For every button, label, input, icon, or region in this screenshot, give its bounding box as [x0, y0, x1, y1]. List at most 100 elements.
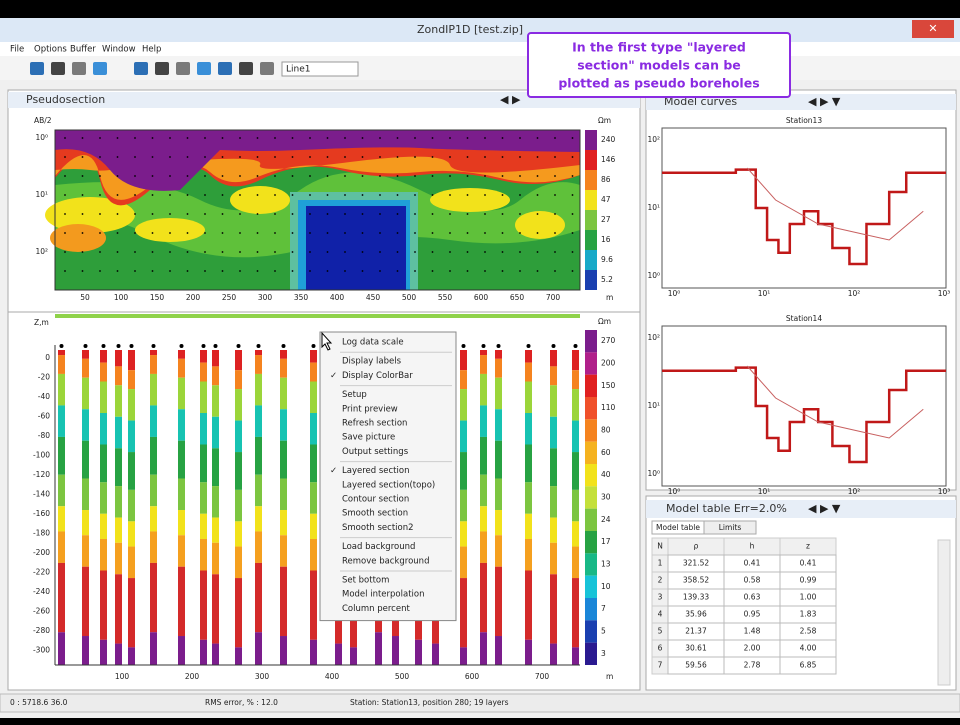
cell-text: 6.85: [800, 661, 817, 670]
borehole-layer: [280, 377, 287, 410]
menu-item[interactable]: Load background: [342, 542, 415, 552]
menu-item[interactable]: Buffer: [70, 45, 96, 55]
scrollbar[interactable]: [937, 539, 951, 686]
menu-item[interactable]: Smooth section: [342, 509, 408, 519]
borehole-layer: [58, 436, 65, 475]
nav-arrows[interactable]: ◀ ▶ ▼: [808, 502, 841, 515]
x-tick-label: 350: [294, 293, 309, 302]
data-point: [99, 156, 101, 158]
borehole-layer: [550, 350, 557, 367]
toolbar-button[interactable]: [134, 62, 148, 75]
toolbar-button[interactable]: [176, 62, 190, 75]
data-point: [344, 251, 346, 253]
data-point: [239, 232, 241, 234]
menu-item[interactable]: Refresh section: [342, 419, 407, 429]
toolbar-button[interactable]: [72, 62, 86, 75]
close-button[interactable]: [912, 20, 954, 38]
station-marker: [213, 344, 218, 348]
data-point: [571, 270, 574, 272]
data-point: [519, 194, 521, 196]
nav-arrows[interactable]: ◀ ▶ ▼: [808, 95, 841, 108]
menu-item[interactable]: Column percent: [342, 604, 410, 614]
borehole-layer: [58, 405, 65, 437]
toolbar-button[interactable]: [30, 62, 44, 75]
data-point: [81, 232, 84, 234]
data-point: [501, 175, 504, 177]
data-point: [344, 213, 346, 215]
toolbar-button[interactable]: [218, 62, 232, 75]
toolbar-button[interactable]: [155, 62, 169, 75]
data-point: [484, 175, 486, 177]
menu-item[interactable]: Window: [102, 45, 136, 55]
data-point: [169, 232, 171, 234]
data-point: [379, 137, 381, 139]
menu-item[interactable]: Options: [34, 45, 67, 55]
borehole-layer: [235, 647, 242, 665]
borehole-layer: [115, 574, 122, 644]
data-point: [81, 270, 84, 272]
borehole-layer: [235, 420, 242, 453]
borehole-layer: [82, 409, 89, 441]
borehole-layer: [495, 535, 502, 567]
graph-frame: [661, 127, 947, 289]
borehole-layer: [525, 570, 532, 640]
data-point: [326, 213, 329, 215]
borehole-layer: [150, 474, 157, 507]
y-tick-label: 10¹: [647, 401, 660, 410]
borehole-layer: [525, 362, 532, 382]
toolbar-button[interactable]: [260, 62, 274, 75]
tab[interactable]: [703, 520, 757, 535]
borehole-layer: [255, 355, 262, 374]
data-point: [274, 137, 276, 139]
menu-item[interactable]: Layered section: [342, 466, 409, 476]
toolbar-button[interactable]: [51, 62, 65, 75]
borehole-layer: [100, 381, 107, 413]
data-point: [536, 213, 539, 215]
borehole-layer: [310, 350, 317, 363]
menu-item[interactable]: Remove background: [342, 556, 429, 566]
menu-item[interactable]: Set bottom: [342, 576, 389, 586]
menu-item[interactable]: Help: [142, 45, 161, 55]
data-point: [309, 270, 311, 272]
menu-item[interactable]: Layered section(topo): [342, 480, 435, 490]
menu-item[interactable]: Log data scale: [342, 338, 404, 348]
menu-item[interactable]: Display ColorBar: [342, 371, 413, 381]
menu-item[interactable]: Save picture: [342, 433, 395, 443]
data-point: [291, 156, 294, 158]
borehole-layer: [58, 531, 65, 563]
borehole-layer: [525, 350, 532, 363]
tab-label[interactable]: Model table: [656, 523, 700, 532]
y-tick-label: -280: [33, 626, 50, 635]
toolbar-button[interactable]: [93, 62, 107, 75]
data-point: [64, 156, 66, 158]
data-point: [554, 175, 556, 177]
menu-item[interactable]: Contour section: [342, 495, 409, 505]
status-text: RMS error, % : 12.0: [205, 698, 278, 707]
menu-item[interactable]: Model interpolation: [342, 590, 424, 600]
line-select[interactable]: [281, 61, 359, 77]
menu-item[interactable]: Output settings: [342, 447, 409, 457]
menu-item[interactable]: Print preview: [342, 404, 398, 414]
borehole-layer: [375, 632, 382, 665]
toolbar-button[interactable]: [239, 62, 253, 75]
data-point: [519, 137, 521, 139]
cell-text: 30.61: [685, 644, 707, 653]
toolbar-button[interactable]: [197, 62, 211, 75]
borehole-layer: [58, 562, 65, 633]
tab-label[interactable]: Limits: [719, 523, 742, 532]
menu-item[interactable]: Setup: [342, 390, 367, 400]
nav-arrows[interactable]: ◀ ▶: [500, 93, 521, 106]
colorbar-unit: Ωm: [598, 116, 611, 125]
data-point: [291, 251, 294, 253]
colorbar-cell: [585, 464, 597, 487]
menu-item[interactable]: Display labels: [342, 357, 402, 367]
data-point: [291, 270, 294, 272]
data-point: [571, 175, 574, 177]
data-point: [536, 175, 539, 177]
menu-item[interactable]: Smooth section2: [342, 523, 414, 533]
colorbar-label: 13: [601, 560, 611, 569]
borehole-layer: [310, 570, 317, 640]
borehole-layer: [82, 377, 89, 410]
menu-item[interactable]: File: [10, 45, 24, 55]
x-tick-label: 50: [80, 293, 90, 302]
